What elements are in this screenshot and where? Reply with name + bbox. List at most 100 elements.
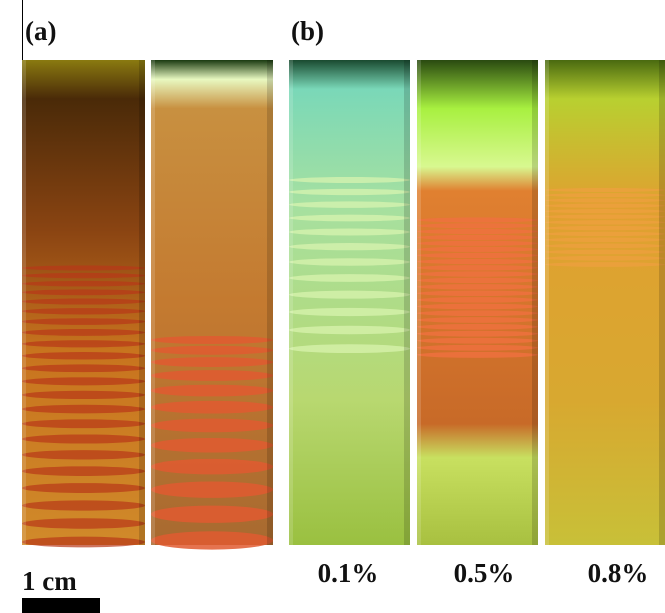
band: [151, 459, 273, 474]
band: [22, 405, 145, 414]
band: [151, 419, 273, 433]
band: [22, 419, 145, 428]
band: [289, 308, 410, 316]
band: [289, 274, 410, 282]
band: [151, 357, 273, 367]
band: [545, 215, 665, 219]
band: [417, 284, 538, 290]
band: [267, 60, 273, 545]
band: [22, 364, 145, 372]
band: [289, 189, 410, 195]
band: [22, 391, 145, 399]
tube-label: 0.8%: [588, 558, 649, 588]
band: [151, 336, 273, 344]
band: [417, 317, 538, 323]
band: [151, 385, 273, 397]
band: [417, 345, 538, 351]
band: [417, 310, 538, 316]
band: [22, 352, 145, 359]
band: [289, 215, 410, 222]
band: [545, 60, 549, 545]
band: [22, 281, 145, 287]
page: {"panels": [ {"label": "(a)"}, {"label":…: [0, 0, 665, 613]
band: [545, 238, 665, 243]
band: [289, 344, 410, 353]
band: [22, 518, 145, 528]
band: [22, 308, 145, 314]
tube: [289, 60, 410, 545]
band: [289, 177, 410, 183]
band: [22, 537, 145, 548]
band: [289, 60, 293, 545]
band: [417, 247, 538, 252]
band: [22, 298, 145, 304]
band: [545, 193, 665, 197]
panel-label: (a): [25, 16, 56, 46]
band: [545, 244, 665, 249]
band: [22, 340, 145, 347]
band: [545, 204, 665, 208]
band: [22, 466, 145, 476]
panel-label: (b): [291, 16, 324, 46]
band: [417, 259, 538, 264]
band: [545, 198, 665, 202]
band: [151, 370, 273, 381]
band: [417, 297, 538, 303]
band: [545, 188, 665, 192]
band: [545, 256, 665, 261]
band: [404, 60, 410, 545]
band: [417, 60, 421, 545]
band: [545, 232, 665, 236]
band: [22, 500, 145, 510]
band: [417, 241, 538, 246]
band: [417, 278, 538, 283]
band: [151, 60, 155, 545]
band: [22, 289, 145, 295]
band: [417, 235, 538, 240]
tube-photos: [22, 60, 665, 550]
band: [417, 253, 538, 258]
figure: (a) (b) 0.1% 0.5% 0.8% 1 cm: [0, 0, 665, 613]
band: [545, 262, 665, 267]
band: [417, 352, 538, 358]
band: [417, 291, 538, 297]
band: [22, 273, 145, 278]
band: [417, 229, 538, 234]
band: [545, 209, 665, 213]
band: [22, 483, 145, 493]
band: [289, 229, 410, 236]
band: [289, 291, 410, 299]
band: [289, 258, 410, 266]
band: [532, 60, 538, 545]
band: [545, 220, 665, 224]
band: [417, 223, 538, 228]
band: [545, 250, 665, 255]
band: [139, 60, 145, 545]
band: [417, 338, 538, 344]
band: [417, 271, 538, 276]
band: [417, 218, 538, 223]
band: [289, 326, 410, 335]
scale-bar-label: 1 cm: [22, 566, 77, 596]
tube-label: 0.1%: [318, 558, 379, 588]
band: [417, 324, 538, 330]
band: [151, 438, 273, 453]
band: [22, 318, 145, 325]
band: [417, 331, 538, 337]
band: [22, 266, 145, 271]
band: [417, 304, 538, 310]
band: [22, 60, 26, 545]
band: [22, 377, 145, 385]
band: [289, 201, 410, 208]
band: [22, 450, 145, 459]
band: [545, 226, 665, 230]
tube-label: 0.5%: [454, 558, 515, 588]
band: [417, 265, 538, 270]
band: [289, 243, 410, 250]
band: [151, 481, 273, 497]
tube: [545, 60, 665, 545]
band: [151, 346, 273, 355]
band: [151, 531, 273, 549]
band: [22, 434, 145, 443]
scale-bar: [22, 598, 100, 613]
